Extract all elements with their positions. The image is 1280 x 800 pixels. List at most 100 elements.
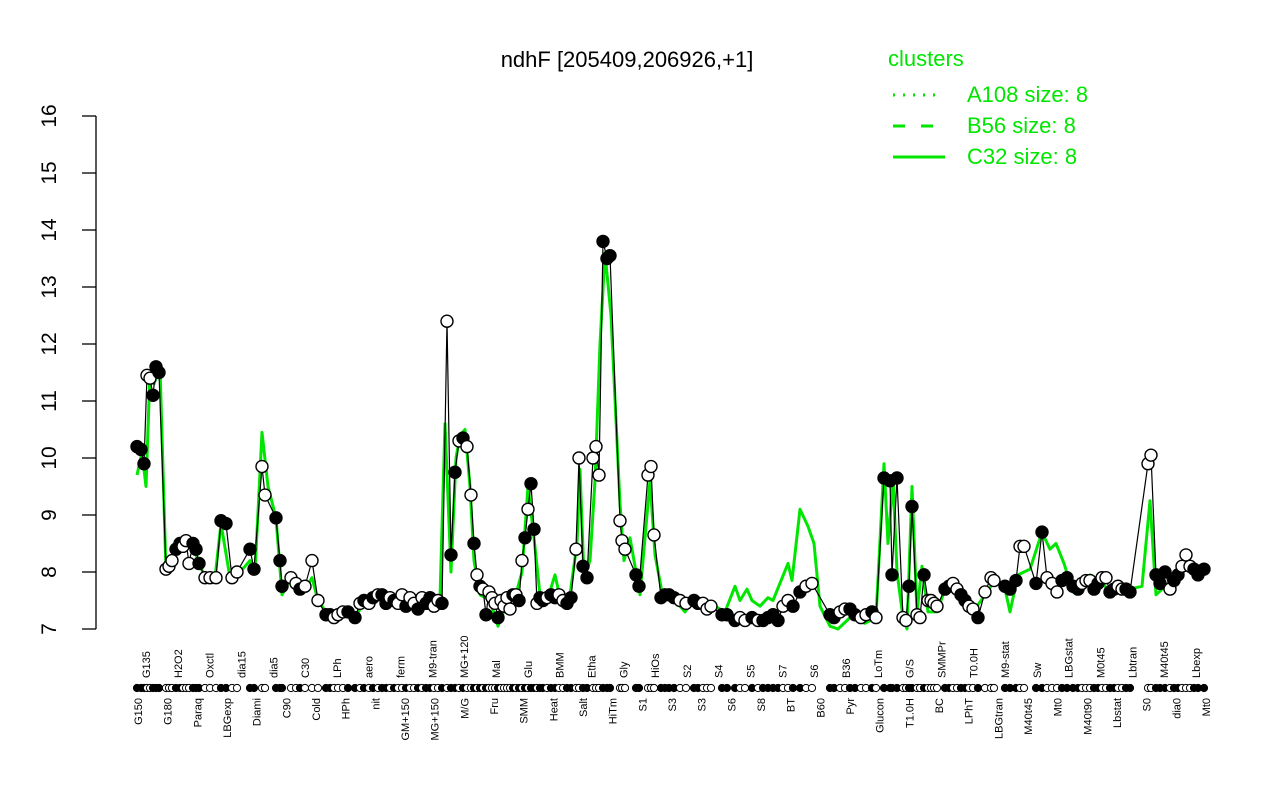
data-point: [592, 468, 606, 482]
x-tick-label: Salt: [578, 698, 590, 717]
data-points: [130, 234, 1211, 628]
x-tick-label: Fru: [489, 698, 501, 715]
x-tick-label: Paraq: [192, 698, 204, 727]
data-point: [580, 571, 594, 585]
data-point: [971, 610, 985, 625]
x-tick-label: SMM: [519, 698, 531, 724]
x-tick-label: SMMPr: [936, 641, 948, 678]
data-point: [479, 608, 493, 622]
data-point: [269, 511, 283, 525]
x-tick-label: Mal: [491, 660, 503, 678]
x-tick-label: BT: [786, 698, 798, 712]
data-point: [152, 365, 166, 380]
y-tick-label: 15: [38, 161, 61, 184]
x-tick-label: B60: [815, 698, 827, 718]
x-tick-label: LPh: [332, 658, 344, 678]
data-point: [771, 613, 785, 628]
y-tick-label: 13: [38, 275, 61, 298]
x-tick-label: B36: [841, 658, 853, 678]
data-point: [1035, 525, 1049, 539]
data-point: [524, 476, 538, 491]
data-point: [629, 568, 643, 582]
data-point: [1179, 548, 1193, 562]
x-tick-label: Glucon: [875, 698, 887, 733]
x-tick-label: M9-stat: [1000, 641, 1012, 678]
x-tick-label: nit: [370, 698, 382, 710]
data-point: [930, 599, 944, 613]
x-tick-label: C30: [300, 658, 312, 678]
data-point: [521, 502, 535, 516]
x-tick-label: Glu: [523, 661, 535, 678]
data-point: [1153, 576, 1167, 591]
data-point: [1017, 539, 1031, 554]
data-point: [305, 553, 319, 568]
data-point: [298, 579, 312, 593]
x-tick-label: Mt0: [1201, 698, 1213, 716]
legend: clusters A108 size: 8 B56 size: 8 C32 si…: [888, 46, 1088, 169]
data-point: [219, 516, 233, 531]
x-tick-label: G150: [133, 698, 145, 725]
data-point: [613, 514, 627, 528]
legend-title: clusters: [888, 46, 964, 71]
x-tick-label: ferm: [396, 656, 408, 678]
data-point: [348, 610, 362, 625]
data-point: [448, 465, 462, 479]
x-tick-label: S8: [756, 698, 768, 711]
data-point: [569, 542, 583, 556]
x-tick-label: S6: [726, 698, 738, 711]
x-tick-label: C90: [281, 698, 293, 718]
x-axis-rug: [132, 683, 1209, 693]
data-point: [572, 451, 586, 465]
data-point: [1050, 585, 1064, 599]
data-point: [470, 568, 484, 582]
x-tick-label: T0.0H: [968, 648, 980, 678]
x-tick-label: Lbexp: [1191, 648, 1203, 678]
x-tick-label: BMM: [555, 652, 567, 678]
x-tick-label: M/G: [459, 698, 471, 719]
x-tick-label: S2: [682, 665, 694, 678]
x-tick-label: Pyr: [845, 698, 857, 715]
y-tick-label: 10: [38, 446, 61, 469]
data-point: [273, 553, 287, 568]
data-point: [899, 613, 913, 628]
data-point: [1158, 565, 1172, 579]
data-point: [704, 599, 718, 613]
x-tick-label: dia5: [268, 657, 280, 678]
x-tick-label: HiTm: [608, 698, 620, 724]
data-point: [243, 542, 257, 556]
data-point: [805, 576, 819, 591]
y-tick-label: 7: [38, 623, 61, 635]
data-point: [440, 314, 454, 328]
x-tick-label: M40t45: [1023, 698, 1035, 735]
data-point: [311, 593, 325, 608]
y-axis: 7 8 9 10 11 12 13 14 15 16: [38, 104, 97, 635]
y-tick-label: 8: [38, 566, 61, 578]
data-point: [515, 553, 529, 568]
x-tick-label: G180: [163, 698, 175, 725]
x-tick-label: S5: [746, 665, 758, 678]
x-tick-label: LBGexp: [222, 698, 234, 738]
data-point: [527, 522, 541, 536]
chart-title: ndhF [205409,206926,+1]: [501, 47, 754, 72]
data-point: [978, 585, 992, 599]
data-point: [987, 573, 1001, 588]
x-tick-label: dia15: [236, 651, 248, 678]
data-point: [917, 568, 931, 582]
data-point: [890, 471, 904, 485]
data-point: [564, 590, 578, 605]
data-point: [255, 459, 269, 474]
data-point: [137, 457, 151, 471]
y-tick-label: 16: [38, 104, 61, 127]
x-tick-label: LPhT: [964, 698, 976, 725]
x-tick-label: S3: [697, 698, 709, 711]
x-tick-label: Mt0: [1053, 698, 1065, 716]
x-tick-label: GM+150: [400, 698, 412, 741]
data-point: [869, 610, 883, 625]
y-tick-label: 14: [38, 218, 61, 242]
data-point: [230, 565, 244, 579]
x-tick-label: Etha: [586, 654, 598, 678]
x-tick-label: Gly: [618, 661, 630, 678]
y-tick-label: 9: [38, 509, 61, 521]
data-point: [192, 556, 206, 571]
data-point: [444, 548, 458, 562]
